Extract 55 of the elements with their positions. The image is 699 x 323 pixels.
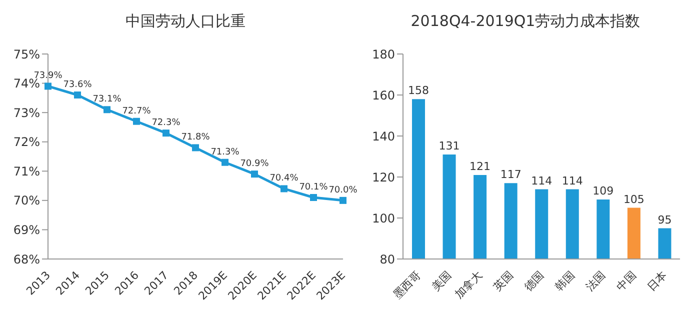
point xyxy=(133,118,140,125)
x-tick-label: 美国 xyxy=(429,268,454,294)
x-tick-label: 韩国 xyxy=(552,268,578,294)
y-tick-label: 72% xyxy=(13,135,40,150)
data-label: 70.4% xyxy=(270,174,299,184)
point xyxy=(104,106,110,114)
point xyxy=(192,144,199,152)
point xyxy=(251,170,258,178)
point xyxy=(162,130,170,137)
data-label: 72.3% xyxy=(152,118,181,128)
x-tick-label: 法国 xyxy=(583,268,608,294)
data-label: 121 xyxy=(470,160,491,173)
data-label: 95 xyxy=(658,213,672,226)
y-tick-label: 80 xyxy=(380,252,395,266)
chart-title: 2018Q4-2019Q1劳动力成本指数 xyxy=(410,11,642,32)
data-label: 72.7% xyxy=(122,106,152,116)
point xyxy=(74,92,81,98)
data-label: 70.1% xyxy=(299,182,328,192)
y-tick-label: 70% xyxy=(13,194,40,208)
y-tick-label: 73% xyxy=(13,106,40,120)
y-tick-label: 74% xyxy=(13,76,40,91)
y-tick-label: 68% xyxy=(13,252,40,266)
data-label: 131 xyxy=(438,139,460,152)
x-tick-label: 墨西哥 xyxy=(390,268,424,302)
point xyxy=(340,196,346,204)
y-tick-label: 75% xyxy=(13,47,40,62)
data-label: 73.1% xyxy=(92,94,122,105)
y-tick-label: 100 xyxy=(372,211,395,226)
y-tick-label: 71% xyxy=(13,164,40,178)
data-label: 114 xyxy=(531,174,552,188)
y-tick-label: 140 xyxy=(372,129,395,144)
data-label: 117 xyxy=(500,168,522,182)
point xyxy=(310,194,317,201)
data-label: 73.6% xyxy=(63,80,92,90)
chart-title: 中国劳动人口比重 xyxy=(124,11,246,32)
point xyxy=(280,185,288,192)
data-label: 114 xyxy=(562,174,583,188)
point xyxy=(44,82,52,90)
data-label: 70.0% xyxy=(328,185,358,196)
data-label: 105 xyxy=(623,192,644,206)
y-tick-label: 120 xyxy=(372,170,395,184)
data-label: 70.9% xyxy=(240,159,270,170)
x-tick-label: 加拿大 xyxy=(452,268,485,302)
x-tick-label: 日本 xyxy=(644,268,670,294)
data-label: 109 xyxy=(592,184,614,198)
y-tick-label: 180 xyxy=(372,47,395,62)
data-label: 71.8% xyxy=(181,132,210,143)
data-label: 158 xyxy=(408,84,429,98)
y-tick-label: 160 xyxy=(372,88,395,102)
point xyxy=(222,158,228,166)
x-tick-label: 英国 xyxy=(490,268,516,294)
x-tick-label: 中国 xyxy=(614,268,639,294)
y-tick-label: 69% xyxy=(13,222,40,237)
data-label: 71.3% xyxy=(210,147,240,158)
x-tick-label: 德国 xyxy=(522,268,546,294)
